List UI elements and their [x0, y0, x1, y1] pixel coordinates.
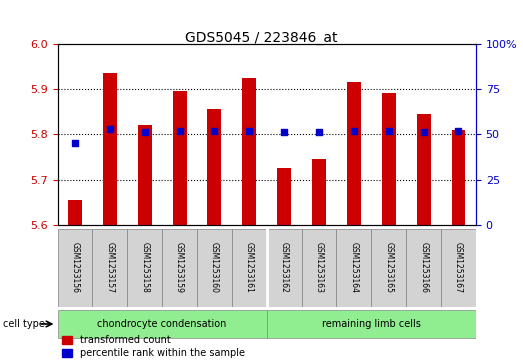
Bar — [232, 229, 267, 307]
Bar — [406, 229, 441, 307]
Bar — [58, 310, 267, 338]
Bar — [197, 229, 232, 307]
Point — [454, 128, 463, 134]
Bar — [347, 82, 361, 225]
Text: GSM1253158: GSM1253158 — [140, 242, 149, 293]
Text: GDS5045 / 223846_at: GDS5045 / 223846_at — [185, 31, 338, 45]
Bar — [242, 78, 256, 225]
Point — [106, 126, 114, 132]
Text: GSM1253163: GSM1253163 — [314, 242, 324, 293]
Point — [71, 140, 79, 146]
Text: GSM1253167: GSM1253167 — [454, 242, 463, 293]
Text: chondrocyte condensation: chondrocyte condensation — [97, 319, 227, 329]
Bar — [208, 109, 221, 225]
Bar — [138, 125, 152, 225]
Bar — [267, 310, 476, 338]
Text: GSM1253157: GSM1253157 — [105, 242, 115, 293]
Bar — [277, 168, 291, 225]
Bar — [451, 130, 465, 225]
Text: GSM1253166: GSM1253166 — [419, 242, 428, 293]
Point — [245, 128, 254, 134]
Bar — [371, 229, 406, 307]
Text: GSM1253159: GSM1253159 — [175, 242, 184, 293]
Point — [210, 128, 219, 134]
Text: GSM1253165: GSM1253165 — [384, 242, 393, 293]
Point — [419, 130, 428, 135]
Point — [315, 130, 323, 135]
Bar — [173, 91, 187, 225]
Text: GSM1253162: GSM1253162 — [280, 242, 289, 293]
Text: GSM1253161: GSM1253161 — [245, 242, 254, 293]
Text: GSM1253164: GSM1253164 — [349, 242, 358, 293]
Bar — [312, 159, 326, 225]
Text: remaining limb cells: remaining limb cells — [322, 319, 421, 329]
Bar — [68, 200, 82, 225]
Point — [350, 128, 358, 134]
Text: cell type: cell type — [3, 319, 44, 329]
Bar — [441, 229, 476, 307]
Point — [141, 130, 149, 135]
Bar — [162, 229, 197, 307]
Point — [384, 128, 393, 134]
Bar — [267, 229, 302, 307]
Text: GSM1253156: GSM1253156 — [71, 242, 79, 293]
Bar — [58, 229, 93, 307]
Point — [280, 130, 288, 135]
Bar — [302, 229, 336, 307]
Bar — [336, 229, 371, 307]
Bar — [93, 229, 127, 307]
Point — [175, 128, 184, 134]
Text: GSM1253160: GSM1253160 — [210, 242, 219, 293]
Bar — [382, 94, 396, 225]
Legend: transformed count, percentile rank within the sample: transformed count, percentile rank withi… — [62, 335, 245, 358]
Bar — [103, 73, 117, 225]
Bar — [417, 114, 430, 225]
Bar — [127, 229, 162, 307]
